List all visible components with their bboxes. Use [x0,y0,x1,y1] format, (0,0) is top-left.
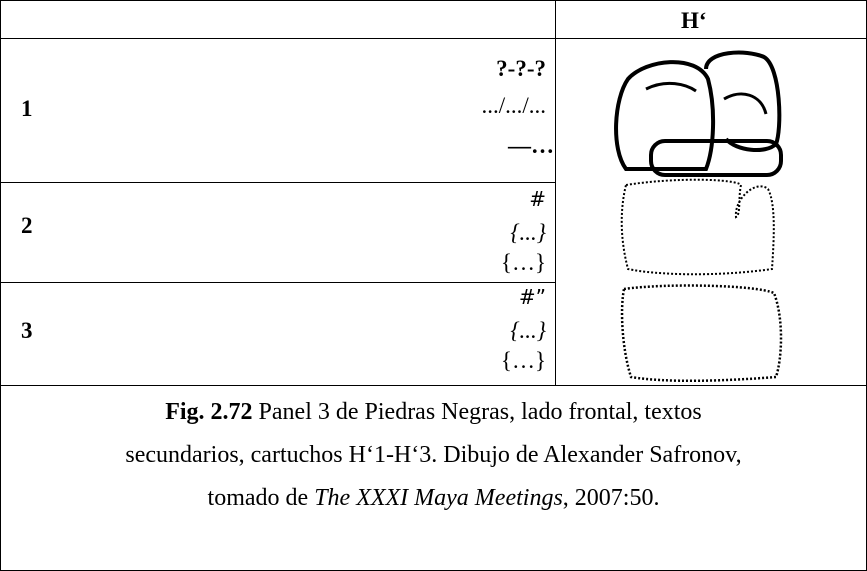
translit-line: # [529,187,546,211]
glyph-drawing [614,50,783,383]
translit-line: —… [508,133,554,158]
caption-text: Panel 3 de Piedras Negras, lado frontal,… [258,399,702,425]
translit-line: {...} [510,318,546,343]
caption-text: , 2007:50. [562,485,660,511]
column-rule [555,1,556,385]
caption-rule [1,385,866,386]
translit-line: {…} [500,250,546,275]
row-number: 1 [21,96,33,121]
translit-line: #” [518,285,546,309]
header-cell: H‘ [681,8,707,33]
row-rule [1,182,555,183]
caption-source-title: The XXXI Maya Meetings [314,485,563,511]
caption-text: tomado de [207,485,309,511]
caption-text: secundarios, cartuchos H‘1-H‘3. Dibujo d… [125,442,742,468]
figure-caption: Fig. 2.72 Panel 3 de Piedras Negras, lad… [1,387,866,520]
translit-line: {...} [510,220,546,245]
translit-line: ?-?-? [496,56,546,81]
translit-line: .../.../... [481,93,546,118]
row-number: 2 [21,213,33,238]
translit-line: {…} [500,348,546,373]
header-rule [1,38,866,39]
row-rule [1,282,555,283]
caption-label: Fig. 2.72 [165,399,253,425]
row-number: 3 [21,318,33,343]
